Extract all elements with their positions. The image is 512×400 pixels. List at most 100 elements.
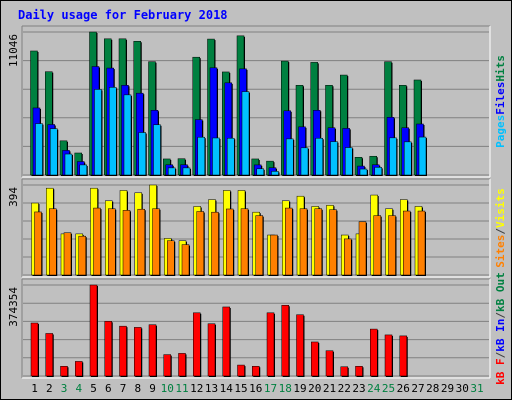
bar-kb-f (104, 321, 112, 377)
x-tick-label: 12 (190, 382, 203, 395)
panel-background (22, 279, 490, 378)
bar-sites (329, 209, 337, 276)
bar-kb-f (60, 366, 68, 377)
x-tick-label: 6 (105, 382, 112, 395)
bar-sites (78, 235, 86, 276)
x-tick-label: 8 (134, 382, 141, 395)
legend-entry: kB Out (494, 272, 507, 312)
bar-pages (418, 136, 427, 176)
x-tick-label: 14 (220, 382, 234, 395)
x-tick-label: 31 (470, 382, 483, 395)
x-tick-label: 26 (397, 382, 410, 395)
chart-title: Daily usage for February 2018 (18, 8, 228, 22)
bar-pages (123, 94, 132, 176)
x-tick-label: 21 (323, 382, 336, 395)
bar-kb-f (311, 341, 319, 377)
legend-entry: Visits (494, 188, 507, 228)
panel-pages-files-hits: 11046 PagesFilesHits (7, 25, 507, 178)
bar-kb-f (30, 322, 39, 377)
bar-sites (299, 208, 308, 276)
x-tick-label: 20 (308, 382, 321, 395)
bar-sites (49, 208, 57, 276)
bar-pages (153, 124, 161, 176)
x-tick-label: 9 (149, 382, 156, 395)
bar-pages (109, 87, 117, 176)
bar-sites (108, 208, 116, 276)
bar-pages (286, 138, 294, 176)
bar-sites (314, 208, 322, 276)
legend-entry: Sites (494, 235, 507, 268)
x-tick-label: 11 (175, 382, 188, 395)
y-tick-label: 374354 (7, 287, 20, 327)
bar-kb-f (45, 333, 53, 377)
x-tick-label: 29 (441, 382, 454, 395)
bar-sites (93, 207, 101, 276)
bar-kb-f (281, 305, 289, 377)
bar-pages (315, 137, 323, 176)
bar-kb-f (237, 364, 245, 377)
bar-pages (138, 132, 146, 176)
x-tick-label: 17 (264, 382, 277, 395)
bar-kb-f (148, 324, 157, 377)
bar-kb-f (207, 323, 216, 377)
bar-sites (270, 234, 278, 276)
bar-sites (152, 208, 160, 276)
panel-visits-sites: 394 Sites/Visits (7, 178, 507, 278)
bar-pages (212, 137, 220, 176)
bar-kb-f (355, 366, 363, 377)
bar-kb-f (119, 325, 127, 377)
legend-entry: Pages (494, 115, 507, 148)
bar-pages (374, 167, 382, 176)
bar-kb-f (163, 354, 171, 377)
x-tick-label: 10 (161, 382, 174, 395)
bar-kb-f (399, 335, 407, 377)
x-tick-label: 16 (249, 382, 262, 395)
x-tick-label: 27 (411, 382, 424, 395)
bar-kb-f (89, 284, 98, 377)
bar-pages (345, 147, 353, 176)
bar-kb-f (222, 306, 230, 377)
bar-sites (137, 208, 145, 276)
legend-entry: / (494, 351, 507, 358)
x-tick-label: 13 (205, 382, 218, 395)
legend-entry: Hits (494, 55, 507, 82)
bar-sites (255, 215, 263, 276)
legend-entry: / (494, 228, 507, 235)
bar-sites (181, 244, 190, 276)
bar-sites (403, 210, 411, 276)
x-tick-label: 22 (338, 382, 351, 395)
bar-sites (226, 208, 234, 276)
x-tick-label: 19 (293, 382, 306, 395)
bar-pages (241, 91, 250, 176)
bar-sites (122, 210, 131, 276)
bar-pages (50, 128, 58, 176)
bar-sites (211, 211, 219, 276)
legend-entry: kB In (494, 319, 507, 352)
bar-pages (359, 168, 368, 176)
bar-pages (35, 123, 43, 176)
x-tick-label: 15 (234, 382, 247, 395)
bar-pages (182, 167, 191, 176)
bar-sites (34, 211, 42, 276)
bar-pages (256, 168, 264, 176)
x-tick-label: 18 (279, 382, 292, 395)
bar-sites (240, 208, 249, 276)
bar-sites (373, 215, 381, 276)
x-tick-label: 5 (90, 382, 97, 395)
x-tick-label: 24 (367, 382, 381, 395)
bar-kb-f (340, 366, 348, 377)
bar-kb-f (178, 353, 186, 377)
bar-pages (227, 137, 235, 176)
legend-entry: kB F (494, 358, 507, 385)
legend-entry: Files (494, 82, 507, 115)
bar-sites (63, 232, 72, 276)
bar-sites (196, 211, 204, 276)
bar-pages (168, 167, 176, 176)
bar-pages (79, 164, 87, 176)
bar-sites (358, 221, 367, 276)
bar-pages (389, 137, 397, 176)
bar-pages (271, 171, 279, 176)
x-tick-label: 28 (426, 382, 439, 395)
bar-pages (330, 141, 338, 176)
